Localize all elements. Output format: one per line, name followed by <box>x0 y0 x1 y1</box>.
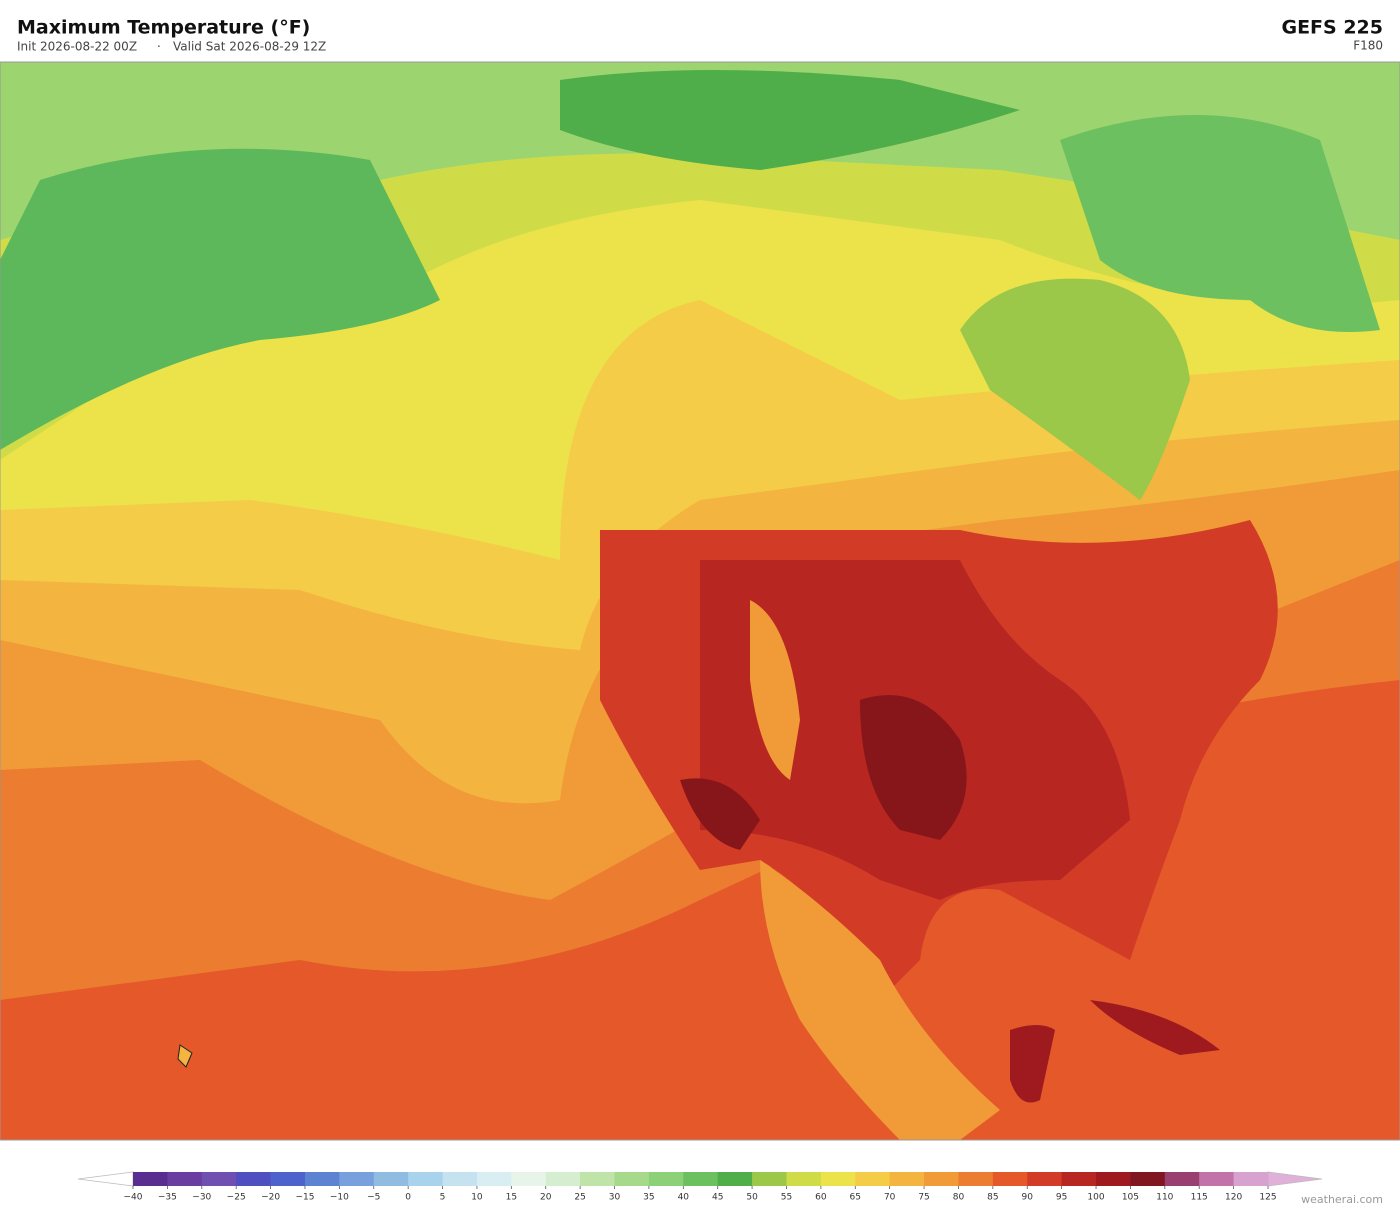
colorbar-tick-label: 30 <box>609 1193 621 1203</box>
colorbar-bin <box>304 1172 340 1186</box>
colorbar-bin <box>442 1172 478 1186</box>
colorbar-tick-label: 10 <box>471 1193 483 1203</box>
colorbar-bin <box>820 1172 856 1186</box>
colorbar-tick-label: 60 <box>815 1193 827 1203</box>
arctic-coast <box>560 70 1020 170</box>
colorbar-bin <box>201 1172 237 1186</box>
colorbar-extend-high <box>1267 1171 1323 1187</box>
colorbar-tick-label: 40 <box>678 1193 690 1203</box>
colorbar-bin <box>408 1172 444 1186</box>
colorbar-tick-label: 5 <box>440 1193 446 1203</box>
colorbar-tick-label: 100 <box>1087 1193 1104 1203</box>
colorbar-tick-label: 75 <box>918 1193 929 1203</box>
colorbar-bin <box>1027 1172 1063 1186</box>
map-frame <box>0 61 1400 1141</box>
colorbar-tick-label: −20 <box>261 1193 280 1203</box>
colorbar-extend-low <box>77 1171 134 1187</box>
colorbar-tick-label: 85 <box>987 1193 998 1203</box>
colorbar-bin <box>236 1172 272 1186</box>
colorbar-bin <box>580 1172 616 1186</box>
model: GEFS 225 <box>1281 17 1383 39</box>
colorbar-bin <box>545 1172 581 1186</box>
hawaii <box>177 1044 193 1068</box>
colorbar-tick-label: 120 <box>1225 1193 1242 1203</box>
colorbar-tick-label: 125 <box>1259 1193 1276 1203</box>
colorbar-bin <box>373 1172 409 1186</box>
alaska <box>0 148 440 450</box>
colorbar-bin <box>752 1172 787 1186</box>
colorbar-tick-label: −40 <box>124 1193 143 1203</box>
colorbar-bin <box>958 1172 994 1186</box>
colorbar-bin <box>855 1172 891 1186</box>
colorbar-bin <box>1061 1172 1097 1186</box>
colorbar-tick-label: 90 <box>1022 1193 1034 1203</box>
colorbar-tick-label: 115 <box>1191 1193 1208 1203</box>
colorbar-bin <box>717 1172 753 1186</box>
hottest-core <box>680 695 967 850</box>
colorbar-bin <box>786 1172 822 1186</box>
colorbar-bin <box>889 1172 925 1186</box>
colorbar-tick-label: 45 <box>712 1193 723 1203</box>
colorbar-bin <box>511 1172 547 1186</box>
colorbar-tick-label: −15 <box>295 1193 314 1203</box>
colorbar-tick-label: 80 <box>953 1193 965 1203</box>
map <box>0 61 1400 1141</box>
colorbar-bin <box>1164 1172 1200 1186</box>
colorbar-bin <box>1130 1172 1166 1186</box>
colorbar-bin <box>1233 1172 1269 1186</box>
colorbar-tick-label: 55 <box>781 1193 792 1203</box>
mexico-highlands <box>760 860 1000 1140</box>
colorbar-bin <box>1199 1172 1235 1186</box>
colorbar-tick-label: 15 <box>506 1193 517 1203</box>
colorbar-tick-label: 95 <box>1056 1193 1067 1203</box>
colorbar-bin <box>476 1172 512 1186</box>
colorbar-tick-label: 110 <box>1156 1193 1173 1203</box>
colorbar-tick-label: 20 <box>540 1193 552 1203</box>
colorbar-tick-label: 70 <box>884 1193 896 1203</box>
colorbar-bin <box>683 1172 719 1186</box>
colorbar-bin <box>648 1172 684 1186</box>
colorbar-tick-label: −35 <box>158 1193 177 1203</box>
yucatan-cuba <box>1010 1000 1220 1103</box>
title: Maximum Temperature (°F) <box>17 17 310 39</box>
colorbar-bin <box>339 1172 375 1186</box>
colorbar-tick-label: 105 <box>1122 1193 1139 1203</box>
rockies <box>750 600 800 780</box>
colorbar-tick-label: −25 <box>227 1193 246 1203</box>
colorbar-bin <box>1096 1172 1131 1186</box>
init-time: Init 2026-08-22 00Z <box>17 40 137 54</box>
colorbar-bin <box>992 1172 1028 1186</box>
separator: · <box>157 40 161 54</box>
colorbar-bin <box>270 1172 306 1186</box>
colorbar-tick-label: −10 <box>330 1193 349 1203</box>
colorbar-bin <box>614 1172 650 1186</box>
arctic-islands <box>1060 115 1380 332</box>
colorbar-tick-label: −5 <box>367 1193 380 1203</box>
credit: weatherai.com <box>1301 1193 1383 1206</box>
valid-time: Valid Sat 2026-08-29 12Z <box>173 40 326 54</box>
colorbar-tick-label: −30 <box>192 1193 211 1203</box>
hudson-bay <box>960 278 1190 500</box>
colorbar: −40 −35 −30 −25 −20 −15 −10 −5 0 5 10 15 20 25 30 35 40 4… <box>77 1171 1323 1203</box>
colorbar-tick-label: 0 <box>405 1193 411 1203</box>
colorbar-bin <box>167 1172 203 1186</box>
colorbar-bin <box>924 1172 959 1186</box>
colorbar-tick-label: 25 <box>574 1193 585 1203</box>
colorbar-tick-label: 50 <box>746 1193 758 1203</box>
colorbar-tick-label: 35 <box>643 1193 654 1203</box>
colorbar-tick-label: 65 <box>850 1193 861 1203</box>
forecast-hour: F180 <box>1353 39 1383 53</box>
colorbar-bin <box>133 1172 168 1186</box>
